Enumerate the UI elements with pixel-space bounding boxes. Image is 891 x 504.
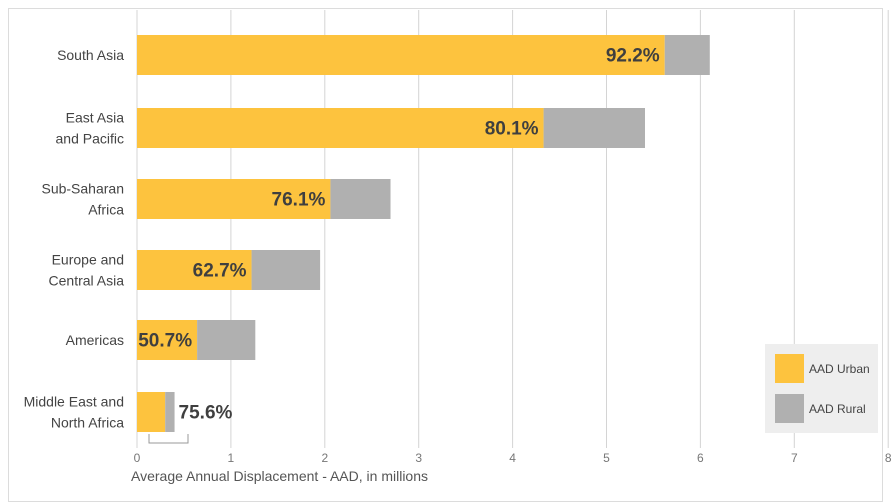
x-tick-label: 4 [509,451,516,465]
bars [137,35,710,444]
bar-rural [197,320,256,360]
bar-rural [330,179,391,219]
category-label: Middle East and [24,394,124,410]
x-tick-label: 3 [415,451,422,465]
data-label: 76.1% [272,190,326,211]
x-axis-ticks: 0 1 2 3 4 5 6 7 8 [134,451,891,465]
x-tick-label: 8 [885,451,891,465]
bar-urban [137,250,252,290]
category-label: Africa [88,202,124,218]
data-label: 50.7% [138,331,192,352]
category-label: North Africa [51,415,124,431]
legend-swatch-urban [775,354,804,383]
x-tick-label: 6 [697,451,704,465]
legend: AAD Urban AAD Rural [765,344,878,433]
category-label: Sub-Saharan [41,181,124,197]
x-tick-label: 1 [228,451,235,465]
legend-swatch-rural [775,394,804,423]
data-labels: 92.2% 80.1% 76.1% 62.7% 50.7% 75.6% [138,46,660,424]
category-label: Americas [66,332,124,348]
bar-rural [664,35,710,75]
bar-urban [137,108,544,148]
x-axis-label: Average Annual Displacement - AAD, in mi… [131,468,428,484]
legend-label: AAD Urban [809,362,870,376]
bar-urban [137,392,166,432]
data-label: 92.2% [606,46,660,67]
category-label: and Pacific [56,131,124,147]
bar-urban [137,35,665,75]
category-label: Europe and [52,252,124,268]
x-tick-label: 7 [791,451,798,465]
category-label: Central Asia [49,273,125,289]
bar-rural [165,392,175,432]
category-label: East Asia [66,110,125,126]
x-tick-label: 0 [134,451,141,465]
bracket-annotation [148,434,189,444]
bar-urban [137,179,331,219]
legend-label: AAD Rural [809,402,866,416]
bar-rural [543,108,645,148]
x-tick-label: 2 [321,451,328,465]
category-label: South Asia [57,47,124,63]
chart-frame [8,8,883,502]
category-labels: South Asia East Asia and Pacific Sub-Sahara… [24,47,125,431]
data-label: 62.7% [193,261,247,282]
data-label: 75.6% [179,403,233,424]
bar-rural [251,250,321,290]
gridlines [136,10,889,448]
x-tick-label: 5 [603,451,610,465]
bar-urban [137,320,198,360]
data-label: 80.1% [485,119,539,140]
